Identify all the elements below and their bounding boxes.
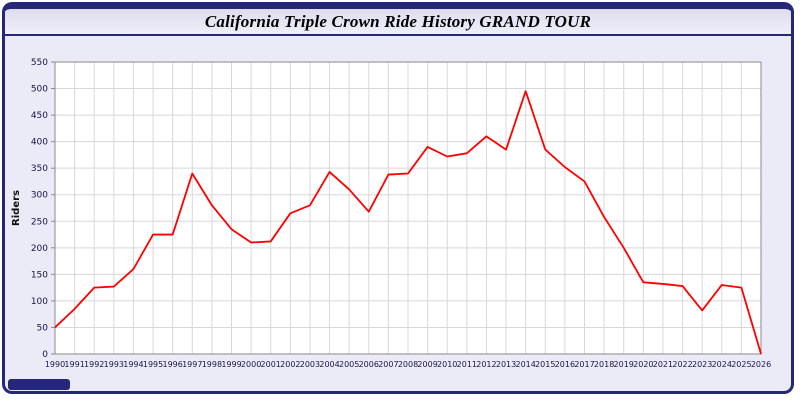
page-title: California Triple Crown Ride History GRA…: [204, 11, 592, 31]
svg-text:2022: 2022: [672, 360, 692, 369]
x-axis-labels: 1990 1991 1992 1993 1994 1995 1996 1997 1998 1999…: [45, 360, 771, 369]
svg-text:500: 500: [31, 85, 48, 95]
svg-text:2014: 2014: [515, 360, 535, 369]
svg-text:300: 300: [31, 191, 48, 201]
svg-text:2008: 2008: [398, 360, 418, 369]
svg-text:150: 150: [31, 270, 48, 280]
svg-text:1998: 1998: [202, 360, 222, 369]
svg-text:2021: 2021: [653, 360, 673, 369]
gridlines: [54, 61, 762, 355]
title-bar: California Triple Crown Ride History GRA…: [5, 9, 791, 36]
svg-text:1992: 1992: [84, 360, 104, 369]
svg-text:2012: 2012: [476, 360, 496, 369]
svg-text:1993: 1993: [104, 360, 124, 369]
svg-text:1995: 1995: [143, 360, 163, 369]
svg-text:2024: 2024: [712, 360, 732, 369]
svg-text:2020: 2020: [633, 360, 653, 369]
svg-text:2026: 2026: [751, 360, 771, 369]
chart-area: 0 50 100 150 200 250 300 350 400 450 500 550 1990 199…: [5, 38, 791, 391]
svg-text:2013: 2013: [496, 360, 516, 369]
svg-text:400: 400: [31, 138, 48, 148]
svg-text:2007: 2007: [378, 360, 398, 369]
svg-text:200: 200: [31, 244, 48, 254]
plot-border: [54, 61, 762, 355]
svg-text:450: 450: [31, 111, 48, 121]
svg-text:2019: 2019: [614, 360, 634, 369]
svg-text:2011: 2011: [457, 360, 477, 369]
svg-text:50: 50: [37, 323, 49, 333]
riders-series-line: [54, 90, 762, 355]
svg-text:2018: 2018: [594, 360, 614, 369]
svg-text:100: 100: [31, 297, 48, 307]
y-axis-labels: 0 50 100 150 200 250 300 350 400 450 500 550: [31, 58, 55, 360]
svg-text:2001: 2001: [261, 360, 281, 369]
svg-text:2005: 2005: [339, 360, 359, 369]
svg-text:2025: 2025: [731, 360, 751, 369]
svg-text:550: 550: [31, 58, 48, 68]
svg-text:2016: 2016: [555, 360, 575, 369]
svg-text:1999: 1999: [221, 360, 241, 369]
chart-window: California Triple Crown Ride History GRA…: [2, 2, 794, 394]
svg-text:1996: 1996: [162, 360, 182, 369]
svg-text:2000: 2000: [241, 360, 261, 369]
svg-text:2015: 2015: [535, 360, 555, 369]
bottom-left-accent: [8, 379, 70, 390]
svg-text:2023: 2023: [692, 360, 712, 369]
svg-text:1991: 1991: [64, 360, 84, 369]
svg-text:1997: 1997: [182, 360, 202, 369]
svg-text:250: 250: [31, 217, 48, 227]
svg-text:1994: 1994: [123, 360, 143, 369]
y-axis-title: Riders: [11, 190, 22, 226]
svg-text:2002: 2002: [280, 360, 300, 369]
svg-text:0: 0: [42, 350, 48, 360]
svg-text:2010: 2010: [437, 360, 457, 369]
svg-text:2017: 2017: [574, 360, 594, 369]
svg-text:2004: 2004: [319, 360, 339, 369]
svg-text:350: 350: [31, 164, 48, 174]
svg-text:2009: 2009: [417, 360, 437, 369]
svg-text:2006: 2006: [359, 360, 379, 369]
svg-text:2003: 2003: [300, 360, 320, 369]
svg-text:1990: 1990: [45, 360, 65, 369]
